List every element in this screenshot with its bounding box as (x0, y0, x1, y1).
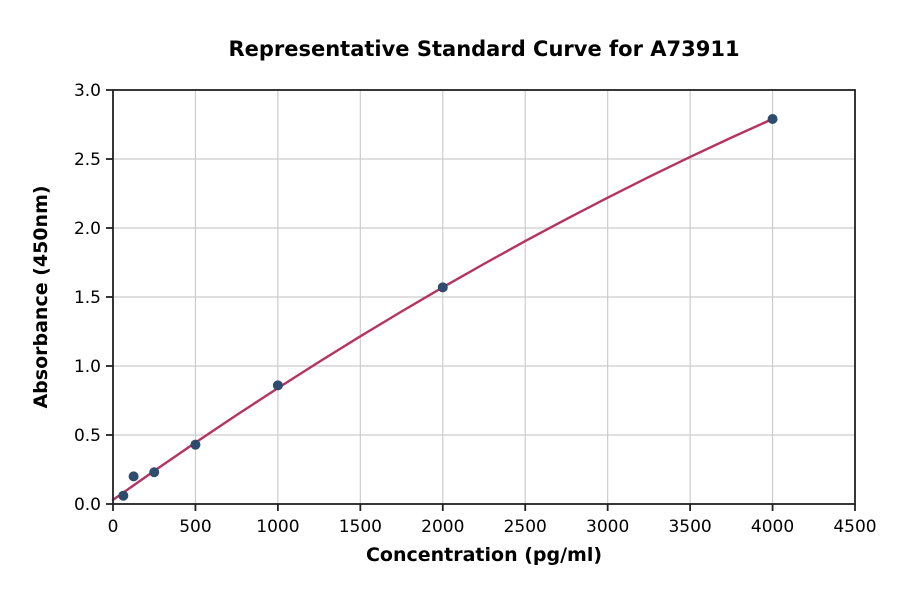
x-tick-label: 500 (179, 517, 211, 537)
y-tick-label: 1.5 (74, 288, 101, 308)
data-point-marker (149, 467, 160, 478)
x-axis-label: Concentration (pg/ml) (366, 544, 602, 566)
data-point-marker (767, 113, 778, 124)
x-tick-label: 4000 (751, 517, 794, 537)
scatter-series (118, 113, 778, 501)
axis-ticks (106, 89, 856, 511)
x-tick-label: 2000 (421, 517, 464, 537)
y-tick-label: 3.0 (74, 81, 101, 101)
x-tick-label: 1500 (339, 517, 382, 537)
x-tick-label: 3000 (586, 517, 629, 537)
chart-title: Representative Standard Curve for A73911 (228, 37, 739, 61)
y-tick-label: 0.0 (74, 495, 101, 515)
data-point-marker (128, 471, 139, 482)
data-point-marker (437, 282, 448, 293)
y-axis-label: Absorbance (450nm) (30, 185, 52, 408)
x-tick-label: 0 (108, 517, 119, 537)
tick-labels: 0 500 1000 1500 2000 2500 3000 3500 4000 4500 0.0 0… (74, 81, 877, 537)
y-tick-label: 1.0 (74, 357, 101, 377)
y-tick-label: 2.5 (74, 150, 101, 170)
x-tick-label: 1000 (256, 517, 299, 537)
data-point-marker (190, 439, 201, 450)
y-tick-label: 2.0 (74, 219, 101, 239)
x-tick-label: 4500 (833, 517, 876, 537)
x-tick-label: 3500 (668, 517, 711, 537)
data-point-marker (272, 380, 283, 391)
gridlines (112, 89, 856, 505)
x-tick-label: 2500 (504, 517, 547, 537)
y-tick-label: 0.5 (74, 426, 101, 446)
data-point-marker (118, 490, 129, 501)
